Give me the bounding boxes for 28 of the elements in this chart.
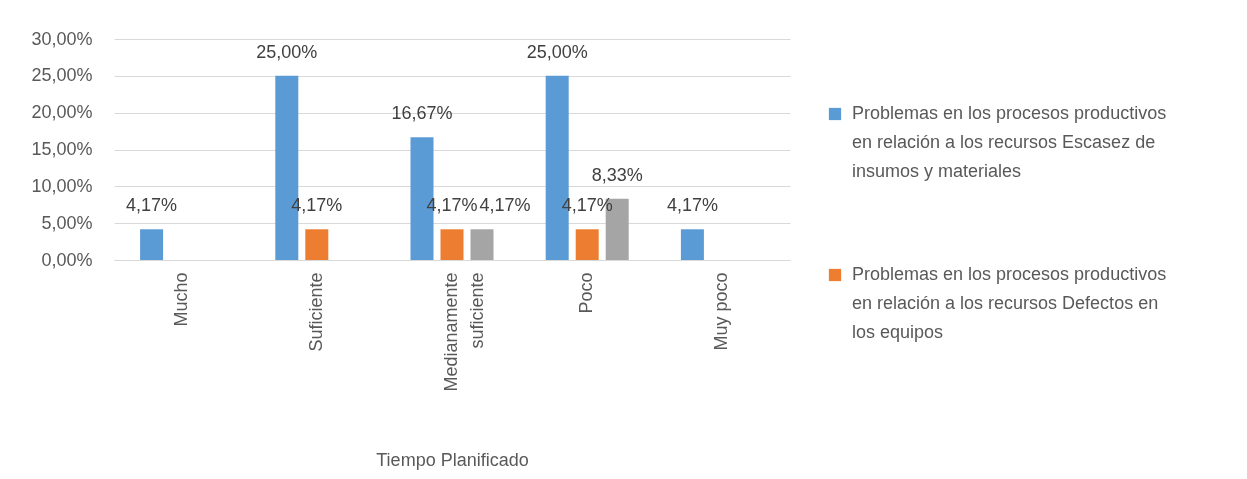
legend-label: Problemas en los procesos productivos en relación a los recursos Escasez de insumos y materiales [852,103,1167,181]
bar [440,229,464,260]
x-tick-label: Muy poco [711,272,732,351]
bar [680,229,704,260]
bar [140,229,164,260]
x-tick-label: Mucho [170,272,191,327]
bar [575,229,599,260]
y-tick-label: 0,00% [41,249,93,270]
bar [470,229,494,260]
x-tick-label: Suficiente [305,272,326,352]
x-axis-title: Tiempo Planificado [376,449,529,470]
y-tick-label: 25,00% [31,65,93,86]
x-tick-label: Poco [576,272,597,314]
data-label: 25,00% [256,41,318,62]
data-label: 25,00% [526,41,588,62]
bar [305,229,329,260]
x-tick-label: Medianamente suficiente [441,272,487,392]
data-label: 4,17% [479,195,531,216]
y-tick-label: 20,00% [31,102,93,123]
data-label: 8,33% [591,164,643,185]
y-tick-label: 5,00% [41,212,93,233]
y-tick-label: 30,00% [31,28,93,49]
y-tick-label: 10,00% [31,175,93,196]
data-label: 16,67% [391,103,453,124]
y-tick-label: 15,00% [31,139,93,159]
data-label: 4,17% [666,195,718,216]
data-label: 4,17% [126,195,178,216]
legend-label: Problemas en los procesos productivos en relación a los recursos Defectos en los equipos [852,264,1167,342]
